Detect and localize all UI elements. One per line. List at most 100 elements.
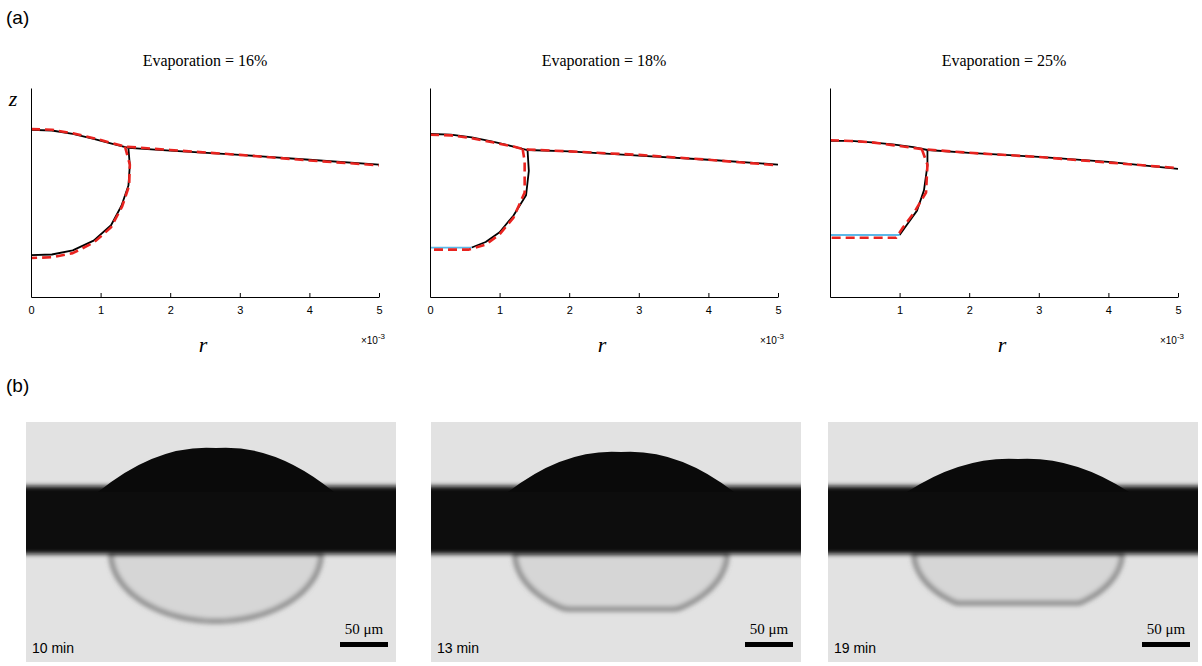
x-multiplier-base: ×10 xyxy=(1160,335,1177,346)
x-tick-label: 1 xyxy=(98,304,104,316)
bubble xyxy=(515,553,727,609)
x-tick-mark xyxy=(1108,293,1109,297)
y-axis-line xyxy=(430,89,431,298)
x-multiplier: ×10-3 xyxy=(760,332,785,346)
y-axis xyxy=(430,89,431,298)
x-axis-line xyxy=(32,297,380,298)
x-axis: 0 1 2 3 4 5 xyxy=(427,293,781,316)
bubble xyxy=(111,553,321,621)
x-multiplier-power: -3 xyxy=(1177,332,1185,341)
x-axis-line xyxy=(431,297,779,298)
x-tick: 1 xyxy=(497,293,503,316)
line-series xyxy=(830,234,900,236)
chart-title: Evaporation = 18% xyxy=(542,52,667,70)
droplet xyxy=(98,448,334,492)
droplet xyxy=(508,452,734,492)
x-tick: 5 xyxy=(775,293,781,316)
x-tick-mark xyxy=(900,293,901,297)
film-band xyxy=(431,486,801,554)
x-tick-mark xyxy=(569,293,570,297)
chart-title: Evaporation = 16% xyxy=(143,52,268,70)
x-axis: 1 2 3 4 5 xyxy=(831,293,1182,316)
x-tick-label: 4 xyxy=(1106,304,1112,316)
chart-title: Evaporation = 25% xyxy=(942,52,1067,70)
x-tick: 5 xyxy=(376,293,382,316)
x-tick-mark xyxy=(969,293,970,297)
y-axis xyxy=(31,89,32,298)
x-tick-label: 3 xyxy=(636,304,642,316)
x-tick-label: 2 xyxy=(567,304,573,316)
line-series xyxy=(430,247,472,249)
chart-panel: Evaporation = 18% 0 1 2 3 4 5 r ×10-3 xyxy=(427,52,784,357)
x-tick-label: 5 xyxy=(1175,304,1181,316)
x-tick: 4 xyxy=(706,293,712,316)
x-tick: 4 xyxy=(307,293,313,316)
x-tick-label: 5 xyxy=(376,304,382,316)
line-series xyxy=(830,149,927,237)
x-tick: 5 xyxy=(1175,293,1181,316)
x-axis-title: r xyxy=(998,332,1007,357)
film-band xyxy=(828,486,1198,554)
film-band xyxy=(26,486,396,554)
y-axis-line xyxy=(31,89,32,298)
time-label: 19 min xyxy=(834,640,876,656)
time-label: 13 min xyxy=(437,640,479,656)
x-tick-mark xyxy=(379,293,380,297)
x-tick: 3 xyxy=(237,293,243,316)
x-tick-label: 3 xyxy=(237,304,243,316)
x-tick: 2 xyxy=(967,293,973,316)
x-tick-mark xyxy=(240,293,241,297)
micrograph: 19 min50 μm xyxy=(818,422,1202,662)
line-series xyxy=(31,130,379,165)
x-tick-mark xyxy=(101,293,102,297)
x-axis-title: r xyxy=(598,332,607,357)
figure: (a)(b)Evaporation = 16%012345rz×10-3Evap… xyxy=(0,0,1202,666)
line-series xyxy=(31,129,379,165)
x-tick-label: 0 xyxy=(28,304,34,316)
x-tick-mark xyxy=(309,293,310,297)
x-tick-label: 0 xyxy=(427,304,433,316)
line-series xyxy=(430,149,525,250)
micrograph: 10 min50 μm xyxy=(16,422,406,662)
micrograph: 13 min 50 μm xyxy=(421,422,811,662)
bubble xyxy=(914,553,1122,603)
x-tick: 1 xyxy=(98,293,104,316)
x-axis-title: r xyxy=(199,332,208,357)
line-series xyxy=(31,147,130,258)
chart-panel: Evaporation = 25% 1 2 3 4 5 r ×10-3 xyxy=(830,52,1185,357)
y-axis-title: z xyxy=(8,86,18,111)
figure-svg: (a)(b)Evaporation = 16%012345rz×10-3Evap… xyxy=(0,0,1202,666)
x-tick-label: 5 xyxy=(775,304,781,316)
x-axis: 012345 xyxy=(28,293,382,316)
x-tick: 3 xyxy=(636,293,642,316)
scale-bar-label: 50 μm xyxy=(345,621,384,637)
scale-bar xyxy=(1142,642,1190,647)
panel-label: (a) xyxy=(6,7,29,28)
x-tick-label: 3 xyxy=(1036,304,1042,316)
x-tick: 3 xyxy=(1036,293,1042,316)
x-tick-mark xyxy=(1178,293,1179,297)
x-tick: 4 xyxy=(1106,293,1112,316)
x-tick-mark xyxy=(500,293,501,297)
x-axis-line xyxy=(831,297,1179,298)
panel-label: (b) xyxy=(6,375,29,396)
x-multiplier: ×10-3 xyxy=(361,332,386,346)
x-tick-mark xyxy=(778,293,779,297)
line-series xyxy=(830,141,1178,169)
x-tick-mark xyxy=(1039,293,1040,297)
x-tick-mark xyxy=(708,293,709,297)
plot-lines xyxy=(31,129,379,258)
x-tick-label: 2 xyxy=(967,304,973,316)
y-axis xyxy=(830,89,831,298)
scale-bar-label: 50 μm xyxy=(750,621,789,637)
droplet xyxy=(907,459,1129,492)
scale-bar xyxy=(340,642,388,647)
x-tick-label: 1 xyxy=(897,304,903,316)
x-tick-label: 4 xyxy=(307,304,313,316)
y-axis-line xyxy=(830,89,831,298)
x-tick: 2 xyxy=(567,293,573,316)
x-tick-label: 4 xyxy=(706,304,712,316)
plot-lines xyxy=(830,140,1178,238)
x-tick: 1 xyxy=(897,293,903,316)
line-series xyxy=(900,151,928,235)
